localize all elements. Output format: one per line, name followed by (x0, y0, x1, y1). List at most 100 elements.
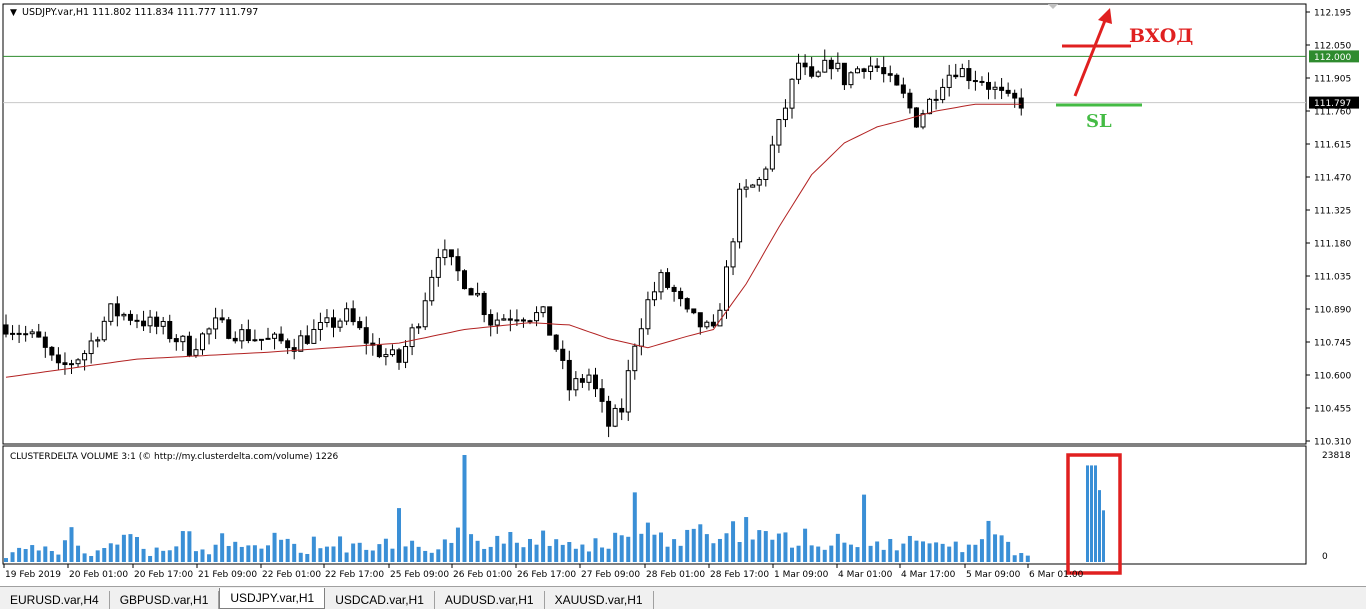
x-tick-label: 26 Feb 17:00 (517, 570, 576, 580)
candle-body (206, 328, 212, 335)
volume-bar (23, 549, 28, 562)
candle-body (638, 328, 644, 347)
volume-bar (862, 494, 867, 562)
volume-bar (167, 550, 172, 562)
volume-bar (121, 534, 126, 562)
volume-bar (724, 533, 729, 562)
volume-bar (901, 543, 906, 562)
candle-body (488, 314, 494, 326)
volume-bar (973, 544, 978, 562)
y-tick-label: 112.050 (1314, 42, 1351, 52)
candle-body (36, 331, 42, 338)
candle-body (999, 86, 1005, 91)
volume-bar (331, 546, 336, 562)
volume-bar (449, 542, 454, 562)
volume-bar (482, 548, 487, 562)
volume-bar (508, 531, 513, 562)
y-tick-label: 111.615 (1314, 141, 1351, 151)
volume-bar (894, 550, 899, 562)
candle-body (121, 313, 127, 317)
candle-body (344, 308, 350, 322)
candle-body (822, 59, 828, 73)
candle-body (422, 300, 428, 328)
chart-canvas[interactable]: ▼ USDJPY.var,H1 111.802 111.834 111.777 … (0, 0, 1366, 586)
candle-body (894, 74, 900, 86)
candle-body (272, 333, 278, 339)
volume-bar (796, 545, 801, 562)
volume-bar (128, 534, 133, 562)
candle-body (632, 345, 638, 372)
candle-body (62, 362, 68, 365)
volume-bar (56, 554, 61, 562)
volume-bar (966, 544, 971, 562)
candle-body (756, 178, 762, 186)
volume-bar (691, 528, 696, 562)
volume-bar (495, 535, 500, 562)
volume-bar (390, 548, 395, 562)
tab-xauusd[interactable]: XAUUSD.var,H1 (545, 591, 654, 609)
x-tick-label: 1 Mar 09:00 (774, 570, 829, 580)
candle-body (841, 62, 847, 86)
tab-audusd[interactable]: AUDUSD.var,H1 (435, 591, 545, 609)
candle-body (724, 266, 729, 311)
volume-bar (554, 539, 559, 562)
candle-body (448, 249, 454, 258)
candle-body (678, 290, 684, 300)
candle-body (88, 340, 94, 355)
candle-body (49, 346, 55, 356)
candle-body (213, 317, 219, 330)
volume-bar (403, 546, 408, 562)
candle-body (619, 407, 625, 413)
x-tick-label: 28 Feb 17:00 (710, 570, 769, 580)
x-tick-label: 4 Mar 01:00 (838, 570, 893, 580)
candle-body (913, 107, 919, 128)
tab-usdcad[interactable]: USDCAD.var,H1 (325, 591, 435, 609)
volume-bar (737, 541, 742, 562)
volume-bar (305, 553, 310, 562)
highlight-box (1066, 453, 1122, 575)
volume-bar (279, 539, 284, 562)
shift-marker-icon[interactable] (1048, 4, 1058, 9)
volume-bar (1025, 555, 1030, 562)
candle-body (219, 317, 225, 321)
volume-bar (645, 522, 650, 562)
candle-body (979, 80, 985, 83)
volume-bar (135, 536, 139, 562)
candle-body (534, 312, 540, 322)
candle-body (403, 346, 409, 363)
y-tick-label: 111.180 (1314, 240, 1351, 250)
volume-bar (423, 550, 428, 562)
y-tick-label: 111.035 (1314, 273, 1351, 283)
candle-body (540, 306, 546, 314)
volume-bar (455, 527, 460, 562)
volume-bar (979, 539, 984, 562)
volume-bar (252, 545, 257, 562)
tab-eurusd[interactable]: EURUSD.var,H4 (0, 591, 110, 609)
volume-bar (855, 547, 860, 562)
candle-body (796, 62, 802, 80)
volume-bar (259, 548, 264, 562)
current-price-tag (1309, 96, 1359, 109)
tab-usdjpy[interactable]: USDJPY.var,H1 (219, 588, 326, 609)
volume-bar (514, 542, 519, 562)
tab-gbpusd[interactable]: GBPUSD.var,H1 (110, 591, 220, 609)
volume-bar (364, 549, 369, 562)
candle-body (337, 320, 343, 328)
volume-bar (816, 546, 821, 562)
candle-body (599, 388, 605, 402)
x-tick-label: 28 Feb 01:00 (646, 570, 705, 580)
candle-body (475, 292, 481, 296)
current-price-label: 111.797 (1314, 99, 1351, 109)
volume-bar (521, 547, 526, 562)
volume-bar (947, 546, 952, 562)
candle-body (167, 320, 173, 340)
candle-body (684, 298, 690, 310)
volume-bar (626, 536, 631, 562)
candle-body (514, 319, 520, 322)
volume-bar (200, 549, 205, 562)
volume-bar (148, 555, 153, 562)
candle-body (1018, 97, 1024, 109)
candle-body (23, 333, 29, 336)
candle-body (953, 74, 959, 78)
volume-bar (370, 550, 375, 562)
